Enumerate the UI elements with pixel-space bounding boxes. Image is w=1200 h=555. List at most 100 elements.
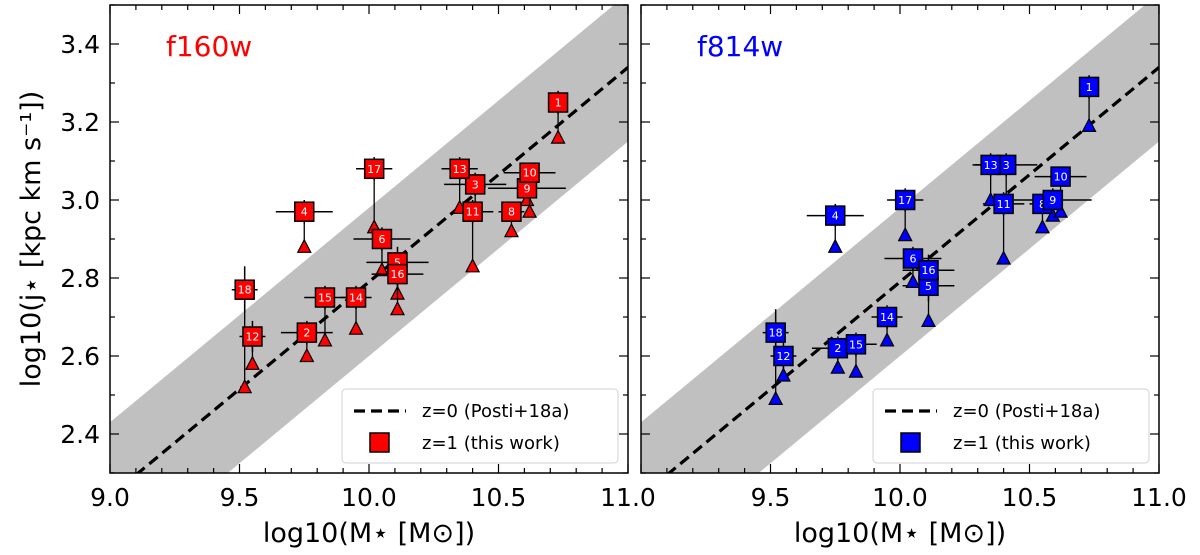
data-point-square	[845, 334, 867, 355]
y-tick-label: 3.2	[60, 108, 100, 137]
data-point-label: 12	[776, 350, 790, 363]
data-point-square	[894, 189, 916, 211]
z0-triangle-marker	[897, 226, 913, 242]
x-tick-label: 11.0	[600, 483, 656, 512]
data-point-square	[464, 174, 486, 195]
x-tick-label: 10.5	[1002, 483, 1058, 512]
data-point-label: 3	[472, 178, 479, 191]
z0-triangle-marker	[465, 257, 481, 273]
data-point-square	[501, 201, 522, 222]
data-point-square	[1078, 76, 1100, 98]
data-point-label: 16	[921, 264, 935, 277]
data-point-label: 4	[832, 210, 839, 223]
data-point-square	[234, 279, 255, 300]
data-point-square	[296, 322, 318, 343]
z0-triangle-marker	[921, 312, 936, 327]
z0-triangle-marker	[775, 367, 791, 382]
x-axis-title-right: log10(M⋆ [M⊙])	[794, 518, 1006, 549]
z0-triangle-marker	[299, 347, 315, 363]
data-point-label: 2	[303, 327, 310, 340]
z0-triangle-marker	[879, 332, 895, 347]
data-point-square	[902, 248, 924, 269]
x-tick-label: 11.0	[1131, 483, 1187, 512]
z0-triangle-marker	[1053, 203, 1069, 218]
z0-triangle-marker	[503, 222, 519, 238]
data-point-square	[765, 322, 786, 343]
data-point-label: 5	[394, 256, 401, 269]
data-point-square	[519, 162, 540, 183]
y-tick-label: 2.4	[60, 420, 100, 449]
legend-square-swatch	[369, 432, 390, 453]
x-axis-title-left: log10(M⋆ [M⊙])	[263, 518, 475, 549]
z0-triangle-marker	[905, 273, 921, 288]
z0-triangle-marker	[830, 359, 846, 374]
z0-triangle-marker	[519, 191, 535, 207]
z0-triangle-marker	[244, 355, 260, 370]
y-tick-label: 2.6	[60, 342, 100, 371]
data-point-square	[918, 259, 939, 281]
data-point-label: 8	[508, 206, 515, 219]
panel-title: f814w	[697, 30, 783, 63]
data-point-label: 11	[997, 198, 1011, 211]
legend: z=0 (Posti+18a) z=1 (this work)	[341, 388, 619, 464]
z0-triangle-marker	[296, 238, 312, 253]
data-point-label: 1	[1086, 81, 1093, 94]
data-point-label: 13	[984, 159, 998, 172]
z0-triangle-marker	[1081, 117, 1097, 132]
z0-triangle-marker	[827, 238, 843, 253]
data-point-label: 13	[453, 163, 467, 176]
data-point-label: 18	[769, 327, 783, 340]
x-tick-label: 10.5	[471, 483, 527, 512]
data-point-square	[294, 201, 315, 222]
legend-line-label: z=0 (Posti+18a)	[953, 401, 1100, 422]
y-axis-title: log10(j⋆ [kpc km s⁻¹])	[16, 91, 47, 388]
data-point-label: 3	[1003, 159, 1010, 172]
z0-triangle-marker	[374, 261, 390, 277]
z0-triangle-marker	[237, 378, 253, 394]
z0-triangle-marker	[848, 363, 864, 378]
z0-triangle-marker	[996, 250, 1012, 265]
x-tick-label: 9.5	[751, 483, 791, 512]
legend-point-label: z=1 (this work)	[422, 433, 560, 454]
data-point-square	[1042, 189, 1064, 211]
z0-triangle-marker	[768, 390, 784, 405]
relation-line	[666, 66, 1159, 473]
data-point-label: 15	[849, 338, 863, 351]
data-point-label: 17	[898, 194, 912, 207]
data-point-label: 9	[1049, 194, 1056, 207]
x-tick-label: 10.0	[872, 483, 928, 512]
legend-box	[872, 388, 1150, 464]
data-point-label: 14	[349, 292, 363, 305]
data-point-square	[1050, 166, 1071, 187]
data-point-label: 10	[1054, 171, 1068, 184]
data-point-square	[876, 306, 898, 328]
legend-square-swatch	[900, 432, 921, 453]
data-point-square	[462, 201, 483, 222]
data-point-square	[825, 205, 846, 226]
legend-box	[341, 388, 619, 464]
data-point-square	[387, 263, 408, 285]
data-point-label: 17	[367, 163, 381, 176]
data-point-label: 6	[378, 233, 385, 246]
data-point-label: 1	[555, 97, 562, 110]
data-point-square	[242, 326, 263, 347]
z0-triangle-marker	[522, 203, 538, 218]
z0-triangle-marker	[1034, 218, 1050, 234]
data-point-label: 16	[390, 268, 404, 281]
data-point-square	[314, 287, 336, 308]
z0-triangle-marker	[348, 320, 364, 335]
x-tick-label: 9.0	[90, 483, 130, 512]
data-point-label: 14	[880, 311, 894, 324]
z0-triangle-marker	[550, 129, 566, 144]
x-tick-label: 9.5	[220, 483, 260, 512]
data-point-label: 5	[925, 280, 932, 293]
data-point-label: 2	[834, 342, 841, 355]
data-point-square	[547, 92, 569, 113]
data-point-label: 12	[245, 331, 259, 344]
data-point-label: 15	[318, 292, 332, 305]
data-point-square	[993, 193, 1014, 215]
y-tick-label: 3.0	[60, 186, 100, 215]
data-point-label: 8	[1039, 198, 1046, 211]
